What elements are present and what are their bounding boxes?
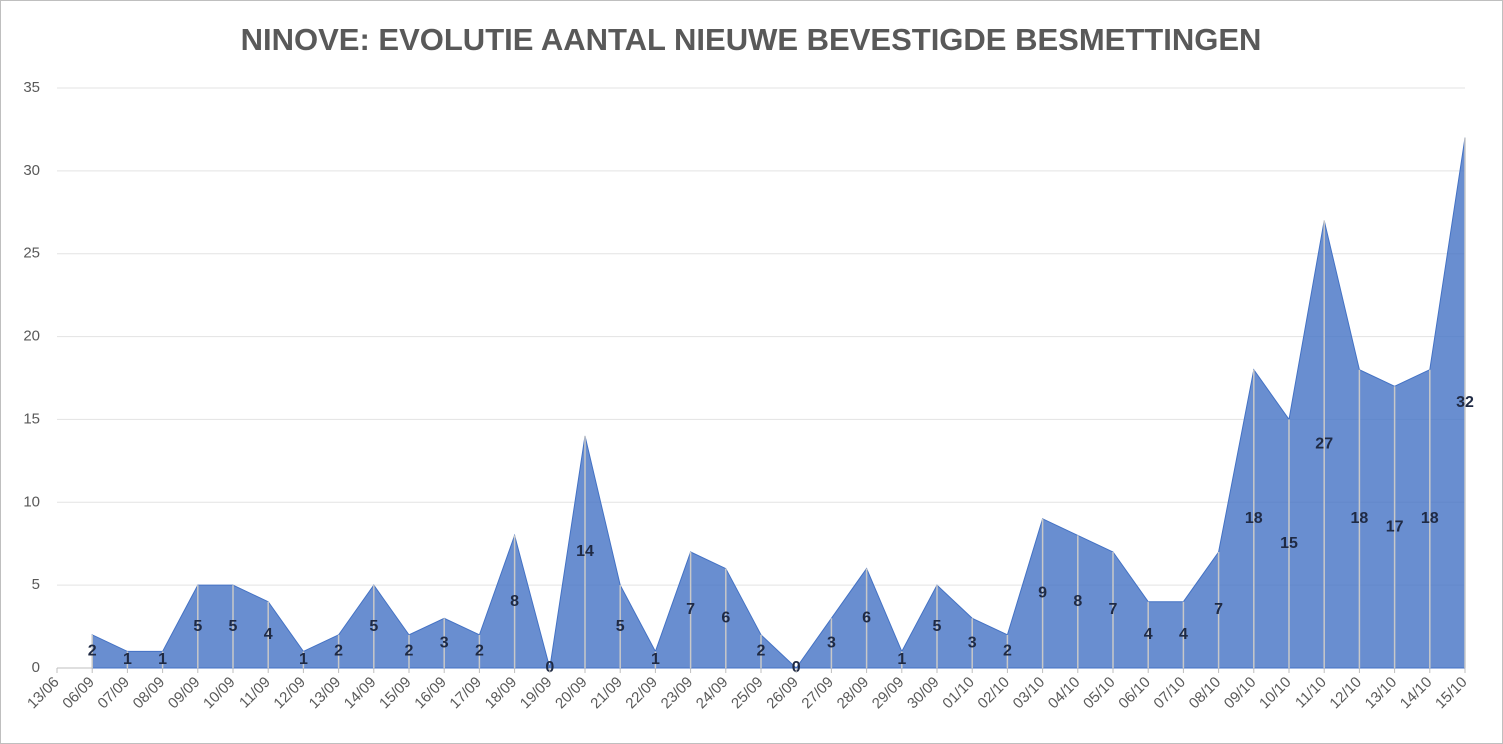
data-label: 4 xyxy=(1179,626,1188,643)
data-label: 3 xyxy=(440,634,449,651)
data-label: 2 xyxy=(88,643,97,660)
chart-title: NINOVE: EVOLUTIE AANTAL NIEUWE BEVESTIGD… xyxy=(241,22,1262,57)
data-label: 2 xyxy=(334,643,343,660)
data-label: 7 xyxy=(686,601,695,618)
data-label: 2 xyxy=(475,643,484,660)
data-label: 2 xyxy=(757,643,766,660)
data-label: 7 xyxy=(1214,601,1223,618)
data-label: 6 xyxy=(862,610,871,627)
data-label: 5 xyxy=(369,618,378,635)
data-label: 14 xyxy=(576,543,594,560)
y-tick-label: 10 xyxy=(23,493,40,510)
data-label: 32 xyxy=(1456,394,1474,411)
data-label: 1 xyxy=(123,651,132,668)
y-tick-label: 5 xyxy=(32,576,40,593)
data-label: 1 xyxy=(897,651,906,668)
y-tick-label: 0 xyxy=(32,659,40,676)
data-label: 3 xyxy=(827,634,836,651)
y-tick-label: 15 xyxy=(23,410,40,427)
data-label: 18 xyxy=(1421,510,1439,527)
data-label: 5 xyxy=(193,618,202,635)
data-label: 5 xyxy=(229,618,238,635)
y-tick-label: 25 xyxy=(23,245,40,262)
data-label: 1 xyxy=(158,651,167,668)
data-label: 4 xyxy=(264,626,273,643)
data-label: 5 xyxy=(616,618,625,635)
data-label: 0 xyxy=(792,659,801,676)
data-label: 18 xyxy=(1351,510,1369,527)
data-label: 4 xyxy=(1144,626,1153,643)
data-label: 15 xyxy=(1280,535,1298,552)
data-label: 8 xyxy=(1073,593,1082,610)
data-label: 5 xyxy=(933,618,942,635)
data-label: 27 xyxy=(1315,436,1333,453)
data-label: 3 xyxy=(968,634,977,651)
data-label: 2 xyxy=(405,643,414,660)
y-tick-label: 30 xyxy=(23,162,40,179)
data-label: 1 xyxy=(299,651,308,668)
data-label: 1 xyxy=(651,651,660,668)
data-label: 8 xyxy=(510,593,519,610)
data-label: 9 xyxy=(1038,585,1047,602)
data-label: 0 xyxy=(545,659,554,676)
data-label: 2 xyxy=(1003,643,1012,660)
data-label: 17 xyxy=(1386,518,1404,535)
data-label: 7 xyxy=(1109,601,1118,618)
y-tick-label: 20 xyxy=(23,328,40,345)
y-tick-label: 35 xyxy=(23,79,40,96)
data-label: 6 xyxy=(721,610,730,627)
data-label: 18 xyxy=(1245,510,1263,527)
